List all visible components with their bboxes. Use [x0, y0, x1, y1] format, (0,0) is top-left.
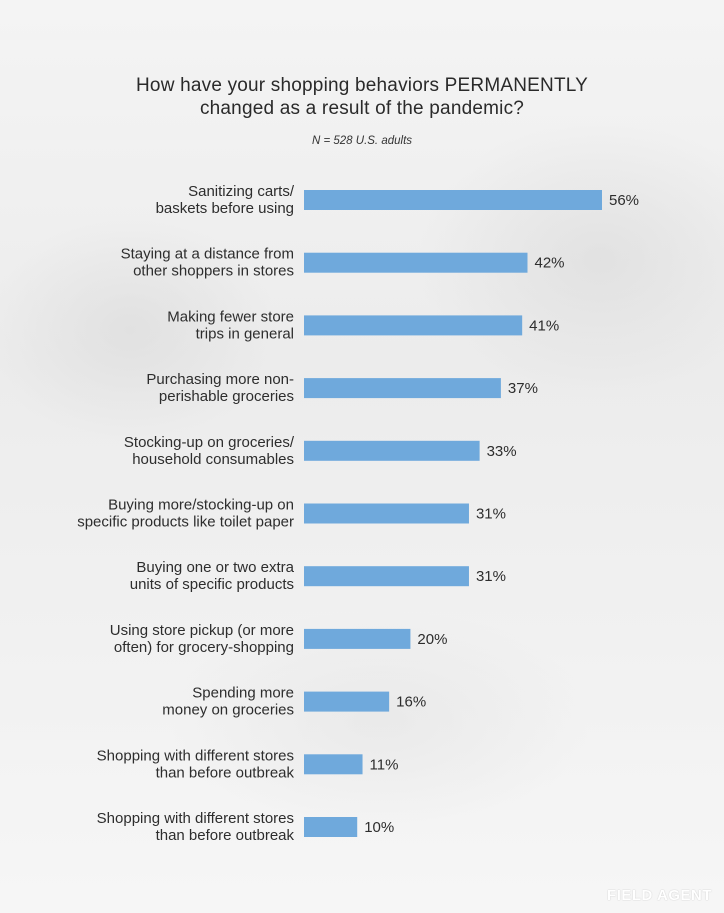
- category-label-3-line-1: perishable groceries: [159, 388, 294, 405]
- bar-3: [304, 378, 501, 399]
- field-agent-logo: FIELD AGENT: [607, 887, 712, 904]
- category-label-0-line-1: baskets before using: [156, 200, 294, 217]
- category-label-4: Stocking-up on groceries/household consu…: [124, 434, 295, 468]
- category-label-9-line-0: Shopping with different stores: [97, 747, 294, 764]
- category-label-4-line-1: household consumables: [132, 451, 294, 468]
- category-label-9-line-1: than before outbreak: [156, 764, 295, 781]
- value-label-9: 11%: [370, 756, 399, 773]
- category-label-6-line-1: units of specific products: [130, 576, 294, 593]
- category-label-0-line-0: Sanitizing carts/: [188, 183, 295, 200]
- category-label-3-line-0: Purchasing more non-: [146, 371, 294, 388]
- category-label-1-line-0: Staying at a distance from: [121, 246, 294, 263]
- category-label-3: Purchasing more non-perishable groceries: [146, 371, 294, 405]
- bar-0: [304, 190, 602, 210]
- category-label-7: Using store pickup (or more often) for gr…: [110, 622, 294, 656]
- category-label-8: Spending more money on groceries: [162, 685, 294, 719]
- category-label-2-line-1: trips in general: [196, 325, 294, 342]
- category-label-1: Staying at a distance from other shoppers…: [121, 246, 294, 280]
- category-label-10: Shopping with different stores than befor…: [97, 810, 295, 844]
- category-label-6: Buying one or two extra units of specific…: [130, 559, 295, 593]
- category-label-2-line-0: Making fewer store: [167, 308, 294, 325]
- category-label-7-line-1: often) for grocery-shopping: [114, 639, 294, 656]
- bar-4: [304, 440, 480, 461]
- category-label-10-line-1: than before outbreak: [156, 827, 295, 844]
- value-label-3: 37%: [508, 380, 538, 397]
- category-label-6-line-0: Buying one or two extra: [136, 559, 294, 576]
- bar-2: [304, 315, 523, 336]
- category-label-7-line-0: Using store pickup (or more: [110, 622, 294, 639]
- category-label-4-line-0: Stocking-up on groceries/: [124, 434, 295, 451]
- chart-subtitle: N = 528 U.S. adults: [311, 135, 413, 147]
- chart-title: How have your shopping behaviors PERMANE…: [0, 74, 724, 120]
- category-label-1-line-1: other shoppers in stores: [133, 263, 294, 280]
- chart-title-line-1: How have your shopping behaviors PERMANE…: [136, 75, 588, 96]
- category-label-8-line-0: Spending more: [192, 685, 294, 702]
- category-label-10-line-0: Shopping with different stores: [97, 810, 294, 827]
- value-label-4: 33%: [487, 443, 517, 460]
- category-label-2: Making fewer store trips in general: [167, 308, 294, 342]
- category-label-5-line-0: Buying more/stocking-up on: [108, 497, 294, 514]
- value-label-0: 56%: [609, 192, 639, 209]
- value-label-6: 31%: [476, 568, 506, 585]
- bar-1: [304, 252, 528, 273]
- value-label-7: 20%: [417, 631, 447, 648]
- category-label-8-line-1: money on groceries: [162, 702, 294, 719]
- bar-9: [304, 754, 363, 775]
- bar-8: [304, 691, 390, 712]
- bar-5: [304, 503, 469, 524]
- category-label-0: Sanitizing carts/baskets before using: [156, 183, 295, 217]
- value-label-5: 31%: [476, 506, 506, 523]
- category-label-5: Buying more/stocking-up on specific produ…: [77, 497, 294, 531]
- value-label-2: 41%: [529, 317, 559, 334]
- bar-10: [304, 817, 358, 837]
- value-label-10: 10%: [364, 819, 394, 836]
- value-label-8: 16%: [396, 694, 426, 711]
- value-label-1: 42%: [535, 255, 565, 272]
- chart-title-line-2: changed as a result of the pandemic?: [199, 98, 525, 119]
- bar-7: [304, 628, 411, 649]
- category-label-9: Shopping with different stores than befor…: [97, 747, 295, 781]
- bar-6: [304, 566, 469, 587]
- category-label-5-line-1: specific products like toilet paper: [77, 514, 294, 531]
